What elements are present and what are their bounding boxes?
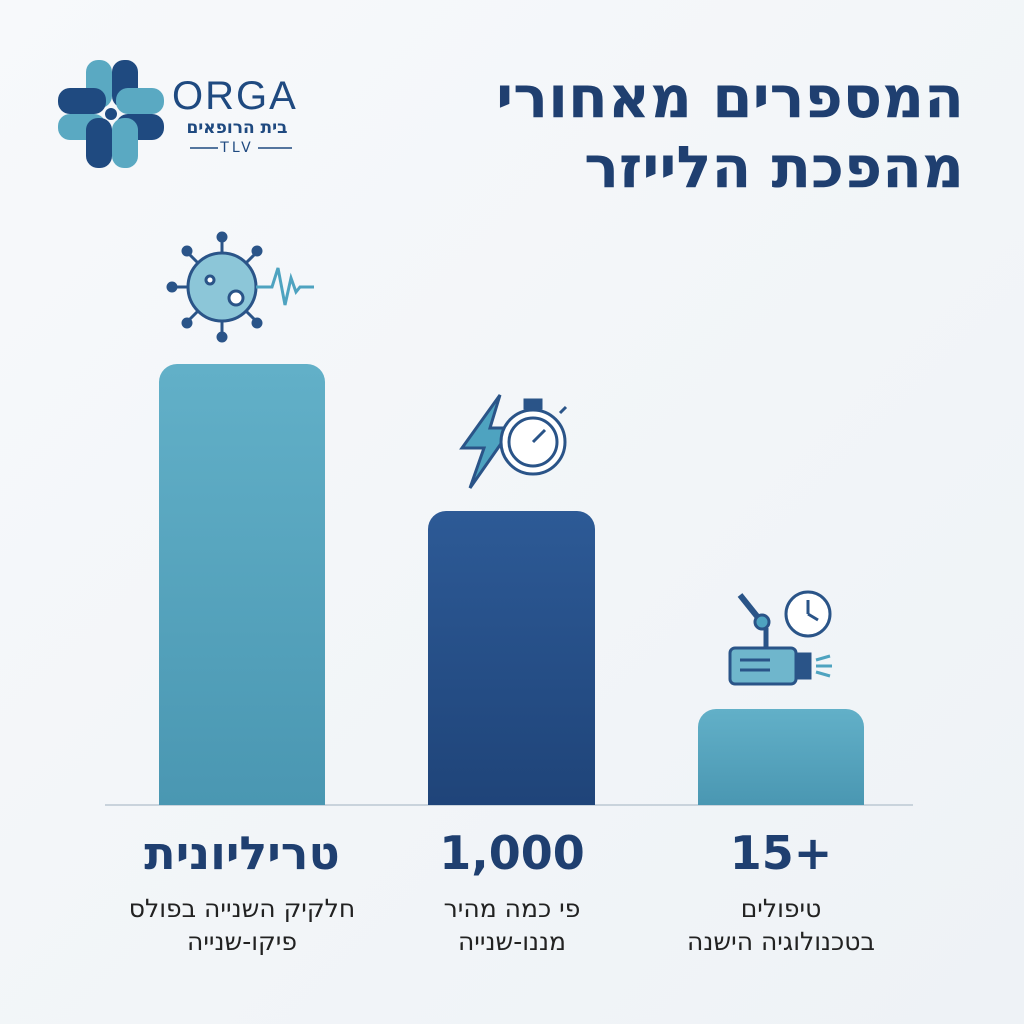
bar: [428, 511, 595, 805]
logo-mark: [58, 60, 292, 168]
title-line: המספרים מאחורי: [496, 63, 964, 131]
title: המספרים מאחורי מהפכת הלייזר: [496, 62, 964, 202]
title-line: מהפכת הלייזר: [584, 133, 964, 201]
caption-line: טיפולים: [740, 894, 822, 923]
caption-line: פי כמה מהיר: [443, 894, 581, 923]
caption-line: פיקו-שנייה: [186, 927, 297, 956]
stat-caption: טיפולים בטכנולוגיה הישנה: [621, 892, 941, 958]
virus-icon: [166, 231, 314, 343]
machine-icon: [728, 590, 832, 686]
stat-caption: חלקיק השנייה בפולס פיקו-שנייה: [82, 892, 402, 958]
stat-caption: פי כמה מהיר מננו-שנייה: [352, 892, 672, 958]
stat-value: טריליונית: [144, 826, 340, 880]
speed-icon: [459, 394, 568, 489]
caption-line: בטכנולוגיה הישנה: [687, 927, 875, 956]
stat-value: 1,000: [439, 826, 585, 880]
logo-name: ORGA: [172, 74, 298, 118]
logo-subtitle: בית הרופאים: [186, 118, 288, 138]
bar: [698, 709, 864, 805]
stat-value: 15+: [729, 826, 833, 880]
bar: [159, 364, 325, 805]
logo-city: TLV: [220, 140, 254, 156]
caption-line: מננו-שנייה: [457, 927, 567, 956]
caption-line: חלקיק השנייה בפולס: [128, 894, 356, 923]
